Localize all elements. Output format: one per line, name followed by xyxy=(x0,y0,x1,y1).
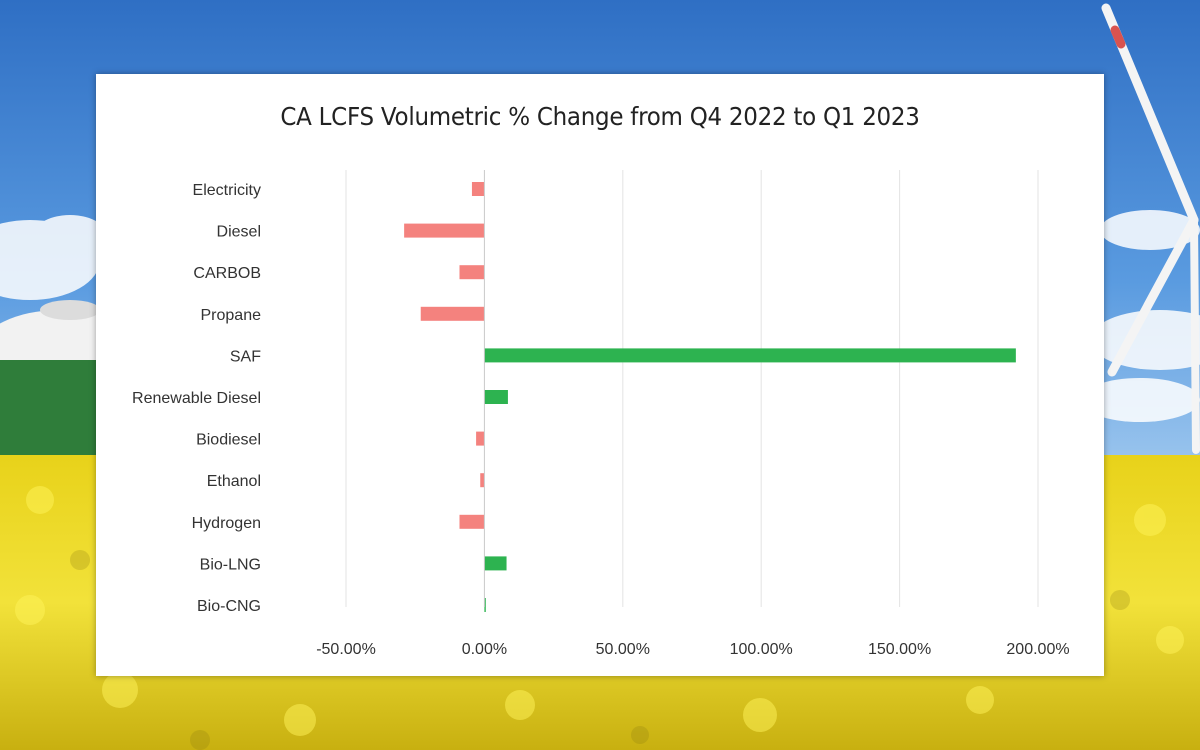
chart-panel: CA LCFS Volumetric % Change from Q4 2022… xyxy=(96,74,1104,676)
bar-carbob xyxy=(459,265,485,280)
y-category-label: Hydrogen xyxy=(192,515,261,532)
x-tick-label: 200.00% xyxy=(1006,641,1069,658)
y-category-label: Bio-CNG xyxy=(197,598,261,615)
bar-biodiesel xyxy=(476,431,485,446)
y-category-label: Bio-LNG xyxy=(200,556,261,573)
bar-renewable-diesel xyxy=(484,390,508,404)
x-tick-label: 100.00% xyxy=(730,641,793,658)
x-tick-label: 150.00% xyxy=(868,641,931,658)
chart-title: CA LCFS Volumetric % Change from Q4 2022… xyxy=(280,102,920,131)
x-tick-label: 0.00% xyxy=(462,641,507,658)
field-shadows xyxy=(70,550,1130,750)
y-category-label: Renewable Diesel xyxy=(132,390,261,407)
y-category-label: Biodiesel xyxy=(196,432,261,449)
bar-propane xyxy=(420,306,485,321)
y-category-label: Propane xyxy=(201,307,262,324)
bar-bio-lng xyxy=(484,556,507,571)
field-texture xyxy=(15,486,1184,736)
bar-hydrogen xyxy=(459,514,485,529)
bar-ethanol xyxy=(480,473,485,488)
y-category-label: CARBOB xyxy=(193,265,261,282)
bar-electricity xyxy=(471,182,485,196)
y-category-label: Diesel xyxy=(217,224,261,241)
x-tick-label: 50.00% xyxy=(596,641,650,658)
bar-bio-cng xyxy=(484,598,486,612)
x-tick-label: -50.00% xyxy=(316,641,376,658)
y-category-label: Electricity xyxy=(193,182,261,199)
clouds xyxy=(0,210,1200,422)
bar-saf xyxy=(484,348,1016,363)
bar-chart: -50.00% 0.00% 50.00% 100.00% 150.00% 200.00% E… xyxy=(132,170,1070,658)
y-category-label: SAF xyxy=(230,348,261,365)
y-category-label: Ethanol xyxy=(207,473,261,490)
wind-turbine xyxy=(1101,3,1200,454)
bar-diesel xyxy=(404,223,485,238)
